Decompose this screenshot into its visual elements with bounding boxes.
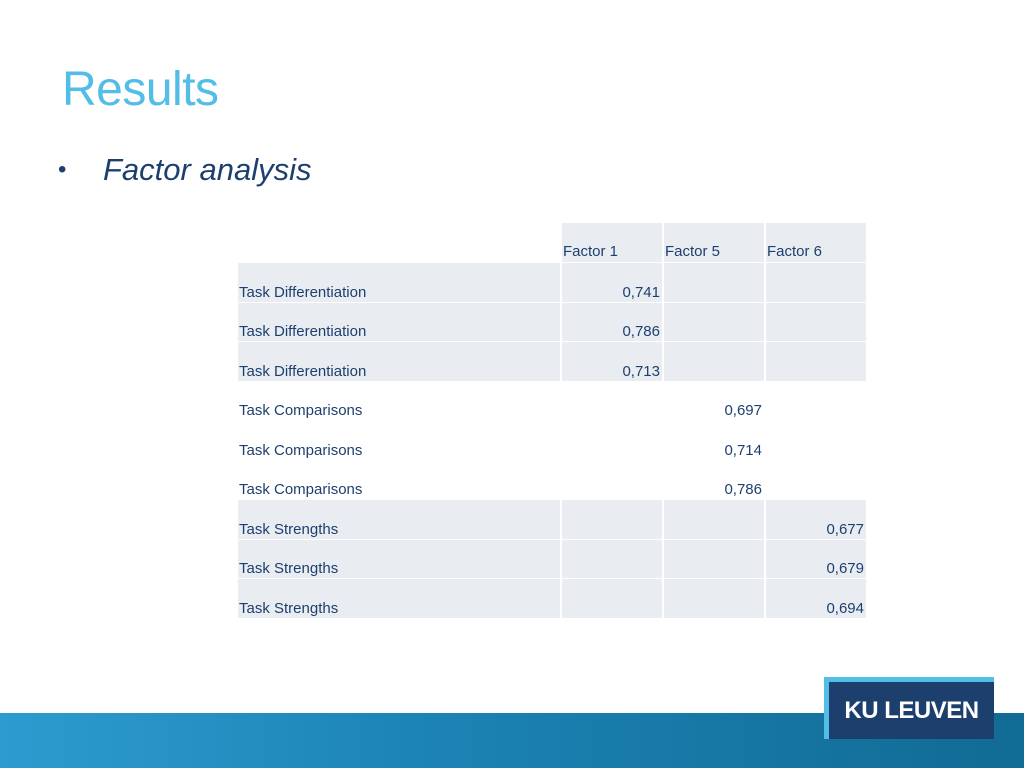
cell-factor-6: 0,694 bbox=[765, 578, 868, 619]
table-row: Task Strengths 0,679 bbox=[238, 539, 868, 579]
row-label: Task Comparisons bbox=[238, 460, 562, 500]
logo-text: KU LEUVEN bbox=[844, 696, 979, 724]
row-label: Task Comparisons bbox=[238, 381, 562, 421]
cell-factor-5: 0,786 bbox=[663, 460, 766, 500]
header-factor-6: Factor 6 bbox=[765, 223, 868, 263]
cell-factor-6 bbox=[765, 302, 868, 342]
cell-factor-5 bbox=[663, 302, 766, 342]
cell-factor-6 bbox=[765, 262, 868, 303]
table-row: Task Comparisons 0,714 bbox=[238, 420, 868, 461]
bullet-text: Factor analysis bbox=[103, 152, 312, 187]
cell-factor-6: 0,677 bbox=[765, 499, 868, 540]
bullet-item: • Factor analysis bbox=[58, 152, 311, 188]
cell-factor-6 bbox=[765, 341, 868, 382]
cell-factor-6: 0,679 bbox=[765, 539, 868, 579]
table-row: Task Strengths 0,694 bbox=[238, 578, 868, 619]
bullet-dot: • bbox=[58, 156, 67, 183]
cell-factor-1: 0,713 bbox=[561, 341, 664, 382]
cell-factor-5 bbox=[663, 341, 766, 382]
cell-factor-1 bbox=[561, 381, 664, 421]
cell-factor-6 bbox=[765, 420, 868, 461]
table-row: Task Differentiation 0,786 bbox=[238, 302, 868, 342]
row-label: Task Comparisons bbox=[238, 420, 562, 461]
cell-factor-1 bbox=[561, 499, 664, 540]
cell-factor-1 bbox=[561, 460, 664, 500]
cell-factor-1 bbox=[561, 539, 664, 579]
cell-factor-1 bbox=[561, 420, 664, 461]
table-row: Task Comparisons 0,697 bbox=[238, 381, 868, 421]
row-label: Task Strengths bbox=[238, 578, 562, 619]
row-label: Task Strengths bbox=[238, 499, 562, 540]
row-label: Task Differentiation bbox=[238, 341, 562, 382]
factor-table: Factor 1 Factor 5 Factor 6 Task Differen… bbox=[238, 223, 868, 619]
ku-leuven-logo: KU LEUVEN bbox=[824, 677, 994, 739]
cell-factor-1: 0,741 bbox=[561, 262, 664, 303]
cell-factor-6 bbox=[765, 460, 868, 500]
cell-factor-5 bbox=[663, 499, 766, 540]
cell-factor-5: 0,714 bbox=[663, 420, 766, 461]
cell-factor-1: 0,786 bbox=[561, 302, 664, 342]
header-factor-5: Factor 5 bbox=[663, 223, 766, 263]
table-row: Task Strengths 0,677 bbox=[238, 499, 868, 540]
cell-factor-5: 0,697 bbox=[663, 381, 766, 421]
header-factor-1: Factor 1 bbox=[561, 223, 664, 263]
cell-factor-6 bbox=[765, 381, 868, 421]
row-label: Task Differentiation bbox=[238, 302, 562, 342]
slide-title: Results bbox=[62, 63, 219, 116]
cell-factor-5 bbox=[663, 539, 766, 579]
table-row: Task Differentiation 0,713 bbox=[238, 341, 868, 382]
cell-factor-5 bbox=[663, 262, 766, 303]
table-row: Task Differentiation 0,741 bbox=[238, 262, 868, 303]
header-label-cell bbox=[238, 223, 562, 263]
row-label: Task Strengths bbox=[238, 539, 562, 579]
table-row: Task Comparisons 0,786 bbox=[238, 460, 868, 500]
cell-factor-5 bbox=[663, 578, 766, 619]
logo-plate: KU LEUVEN bbox=[829, 682, 994, 739]
row-label: Task Differentiation bbox=[238, 262, 562, 303]
table-header-row: Factor 1 Factor 5 Factor 6 bbox=[238, 223, 868, 263]
cell-factor-1 bbox=[561, 578, 664, 619]
